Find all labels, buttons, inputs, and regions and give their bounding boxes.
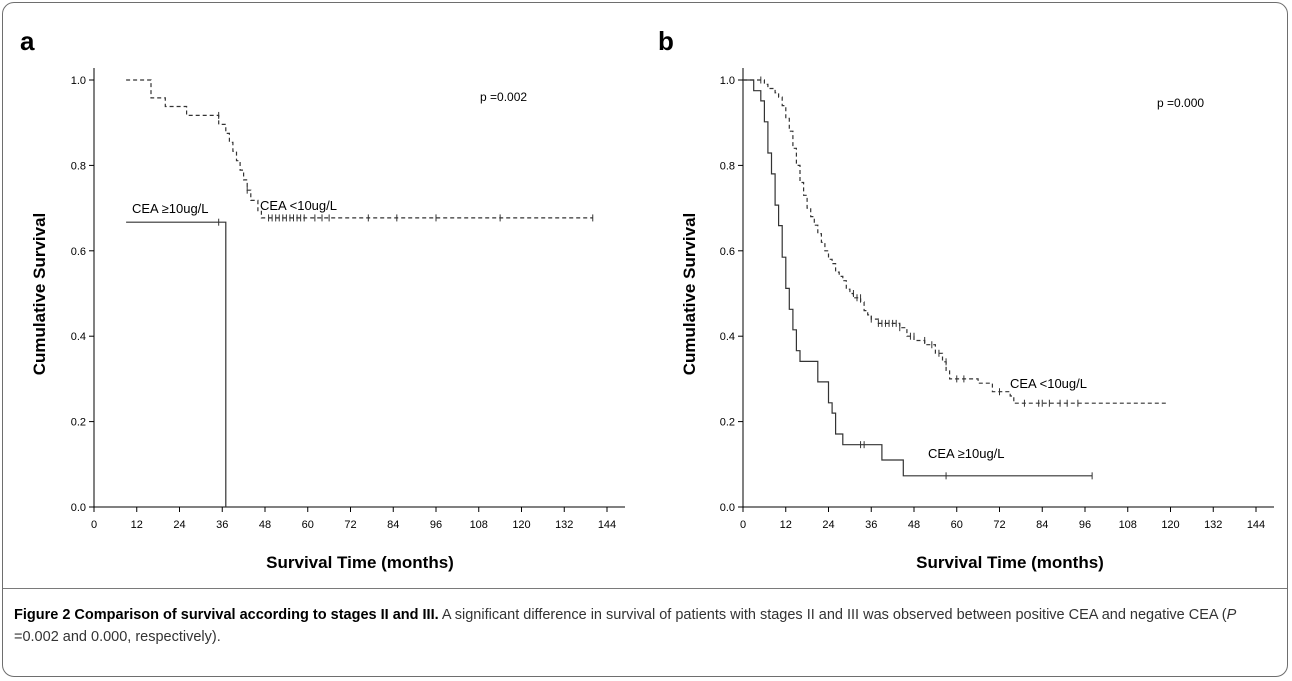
x-tick-label: 0 bbox=[740, 519, 746, 531]
x-tick-label: 108 bbox=[1119, 519, 1137, 531]
y-tick-label: 0.6 bbox=[71, 246, 86, 258]
y-tick-label: 1.0 bbox=[71, 75, 86, 87]
x-tick-label: 120 bbox=[512, 519, 530, 531]
x-tick-label: 84 bbox=[387, 519, 399, 531]
series-line-cea-high bbox=[743, 79, 1093, 477]
x-tick-label: 144 bbox=[598, 519, 616, 531]
series-label: CEA ≥10ug/L bbox=[132, 201, 209, 216]
x-tick-label: 84 bbox=[1036, 519, 1048, 531]
x-tick-label: 72 bbox=[344, 519, 356, 531]
y-tick-label: 1.0 bbox=[720, 75, 735, 87]
x-tick-label: 132 bbox=[1204, 519, 1222, 531]
series-label: CEA <10ug/L bbox=[260, 198, 337, 213]
x-tick-label: 24 bbox=[173, 519, 185, 531]
p-value-annotation: p =0.002 bbox=[480, 90, 527, 104]
y-axis-title: Cumulative Survival bbox=[680, 213, 699, 376]
x-tick-label: 36 bbox=[865, 519, 877, 531]
panel-label: a bbox=[20, 26, 35, 56]
x-tick-label: 72 bbox=[993, 519, 1005, 531]
caption-body-post: =0.002 and 0.000, respectively). bbox=[14, 629, 221, 645]
y-tick-label: 0.0 bbox=[720, 502, 735, 514]
x-tick-label: 48 bbox=[908, 519, 920, 531]
caption-title: Figure 2 Comparison of survival accordin… bbox=[14, 607, 439, 623]
caption-italic-p: P bbox=[1226, 607, 1237, 623]
x-tick-label: 60 bbox=[302, 519, 314, 531]
x-tick-label: 36 bbox=[216, 519, 228, 531]
x-tick-label: 0 bbox=[91, 519, 97, 531]
y-tick-label: 0.2 bbox=[720, 417, 735, 429]
x-tick-label: 144 bbox=[1247, 519, 1265, 531]
y-tick-label: 0.8 bbox=[720, 160, 735, 172]
figure-caption: Figure 2 Comparison of survival accordin… bbox=[14, 604, 1274, 648]
x-tick-label: 12 bbox=[780, 519, 792, 531]
x-tick-label: 48 bbox=[259, 519, 271, 531]
x-tick-label: 96 bbox=[430, 519, 442, 531]
x-tick-label: 108 bbox=[470, 519, 488, 531]
x-tick-label: 120 bbox=[1161, 519, 1179, 531]
chart-panel-b: b 0 12 24 36 48 60 72 84 96 108 120 132 144 0.0 0.2 0.4 0… bbox=[658, 26, 1274, 572]
series-line-cea-high bbox=[126, 221, 227, 507]
x-axis-title: Survival Time (months) bbox=[916, 553, 1104, 572]
panel-label: b bbox=[658, 26, 674, 56]
y-tick-label: 0.4 bbox=[720, 331, 735, 343]
caption-body-pre: A significant difference in survival of … bbox=[438, 607, 1227, 623]
y-tick-label: 0.8 bbox=[71, 160, 86, 172]
series-line-cea-low bbox=[743, 79, 1167, 404]
series-label: CEA <10ug/L bbox=[1010, 376, 1087, 391]
y-axis-title: Cumulative Survival bbox=[30, 213, 49, 376]
series-line-cea-low bbox=[126, 79, 593, 219]
series-label: CEA ≥10ug/L bbox=[928, 446, 1005, 461]
p-value-annotation: p =0.000 bbox=[1157, 96, 1204, 110]
x-tick-label: 60 bbox=[951, 519, 963, 531]
y-tick-label: 0.2 bbox=[71, 417, 86, 429]
x-tick-label: 96 bbox=[1079, 519, 1091, 531]
caption-divider bbox=[3, 588, 1287, 589]
y-tick-label: 0.4 bbox=[71, 331, 86, 343]
x-tick-label: 24 bbox=[822, 519, 834, 531]
y-tick-label: 0.6 bbox=[720, 246, 735, 258]
chart-panel-a: a 0 12 24 36 48 60 72 84 96 108 120 132 144 0.0 0.2 0.4 0… bbox=[20, 26, 625, 572]
y-tick-label: 0.0 bbox=[71, 502, 86, 514]
x-tick-label: 12 bbox=[131, 519, 143, 531]
x-tick-label: 132 bbox=[555, 519, 573, 531]
x-axis-title: Survival Time (months) bbox=[266, 553, 454, 572]
